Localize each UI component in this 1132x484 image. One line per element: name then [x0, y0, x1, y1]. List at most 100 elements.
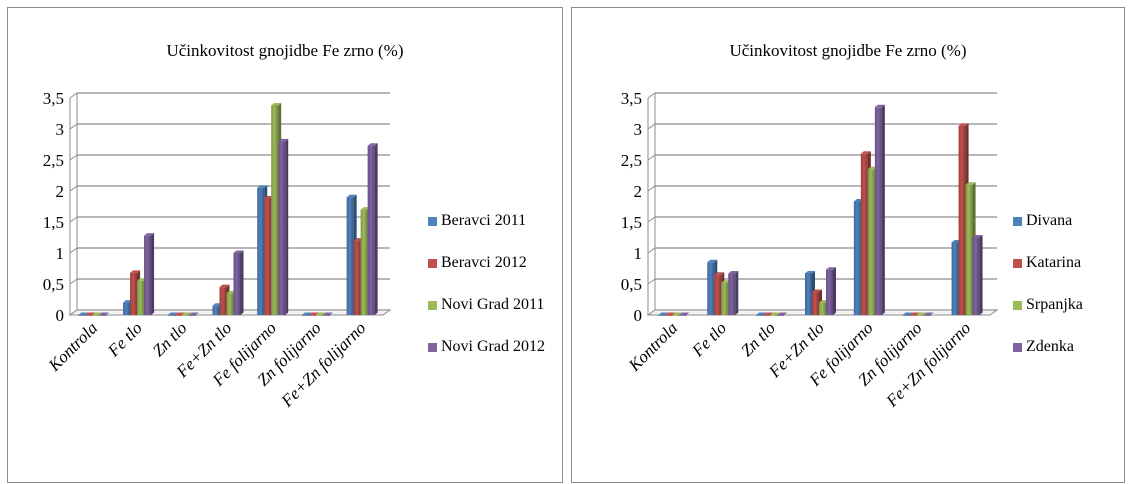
bar — [756, 315, 764, 316]
y-tick-label: 3,5 — [621, 89, 642, 108]
bar-top — [188, 312, 199, 315]
chart-legend-left: Beravci 2011 Beravci 2012 Novi Grad 2011… — [428, 200, 545, 368]
bar-top — [99, 312, 110, 315]
bar — [123, 302, 131, 315]
bar — [367, 145, 375, 315]
y-tick-label: 0 — [56, 306, 65, 325]
legend-label: Katarina — [1026, 254, 1082, 271]
bar-top — [322, 312, 333, 315]
bar — [137, 280, 145, 315]
y-tick-label: 2 — [56, 182, 65, 201]
legend-item: Novi Grad 2012 — [428, 326, 545, 368]
bar — [264, 198, 272, 315]
bar-top — [271, 102, 282, 106]
bar-top — [278, 138, 289, 142]
y-tick-label: 0 — [634, 306, 643, 325]
bar-top — [130, 270, 141, 273]
bar-side — [374, 143, 378, 315]
bar — [770, 315, 778, 316]
bar — [728, 273, 736, 315]
bar — [763, 315, 771, 316]
gridline-connector — [69, 247, 78, 254]
y-tick-label: 2,5 — [43, 151, 64, 170]
bar-top — [78, 312, 89, 315]
bar-top — [805, 270, 815, 274]
bar-side — [151, 233, 155, 315]
chart-legend-right: Divana Katarina Srpanjka Zdenka — [1013, 200, 1083, 368]
bar-top — [728, 270, 739, 274]
bar-top — [770, 312, 781, 315]
y-tick-label: 1,5 — [43, 213, 64, 232]
bar — [958, 125, 966, 316]
legend-swatch — [1013, 300, 1022, 310]
bar-side — [881, 104, 885, 315]
bar — [665, 315, 673, 316]
x-tick-label: Kontrola — [44, 318, 101, 375]
gridline-connector — [647, 154, 656, 161]
bar — [181, 315, 189, 316]
bar — [826, 269, 833, 315]
bar-top — [233, 250, 244, 253]
bar-top — [315, 312, 326, 315]
gridline-connector — [69, 123, 78, 130]
y-tick-label: 1 — [56, 244, 65, 263]
bar — [853, 201, 861, 315]
bar — [308, 315, 316, 316]
bar-top — [658, 312, 669, 315]
legend-swatch — [1013, 258, 1022, 268]
y-tick-label: 3,5 — [43, 89, 64, 108]
chart-panel-right: Učinkovitost gnojidbe Fe zrno (%) 0 0,5 1 1… — [571, 7, 1125, 483]
y-tick-label: 2,5 — [621, 151, 642, 170]
bar-top — [219, 284, 230, 288]
bar — [212, 305, 220, 315]
legend-swatch — [428, 300, 437, 310]
bar — [972, 237, 980, 315]
x-tick-label: Fe tlo — [103, 318, 146, 361]
legend-item: Novi Grad 2011 — [428, 284, 545, 326]
bar-top — [958, 123, 969, 126]
bar — [233, 253, 241, 315]
x-tick-label: Fe tlo — [688, 318, 731, 361]
bar — [658, 315, 666, 316]
bar-side — [735, 270, 739, 315]
gridline-connector — [69, 216, 78, 223]
bar-side — [240, 250, 244, 315]
gridline-connector — [69, 154, 78, 161]
bar — [902, 315, 910, 316]
bar — [226, 293, 234, 315]
bar — [812, 292, 819, 315]
bar-top — [826, 267, 836, 270]
bar-top — [860, 151, 871, 154]
bar — [819, 302, 826, 315]
bar — [78, 315, 86, 316]
bar — [271, 105, 279, 315]
bar-top — [909, 312, 920, 315]
legend-label: Beravci 2012 — [441, 254, 527, 271]
legend-label: Novi Grad 2011 — [441, 296, 545, 313]
x-tick-label: Zn tlo — [149, 318, 191, 360]
bar-top — [902, 312, 913, 315]
legend-swatch — [428, 342, 437, 352]
bar-top — [672, 312, 683, 315]
legend-item: Zdenka — [1013, 326, 1083, 368]
bar-top — [144, 233, 155, 236]
bar — [130, 272, 138, 315]
bar — [346, 197, 354, 315]
legend-swatch — [428, 258, 437, 268]
bar-top — [916, 312, 927, 315]
y-tick-label: 2 — [634, 182, 643, 201]
bar — [860, 153, 868, 315]
gridline-connector — [69, 185, 78, 192]
bar — [85, 315, 93, 316]
gridline-connector — [647, 247, 656, 254]
chart-plot-right: 0 0,5 1 1,5 2 2,5 3 3,5 Kontrola Fe tlo Zn tlo Fe+Z… — [621, 89, 999, 411]
bar — [867, 169, 875, 315]
y-tick-label: 0,5 — [43, 275, 64, 294]
bar-top — [777, 312, 788, 315]
legend-label: Novi Grad 2012 — [441, 338, 545, 355]
bar-side — [833, 267, 836, 315]
gridline-connector — [69, 278, 78, 285]
bar — [315, 315, 323, 316]
bar-top — [308, 312, 319, 315]
bar — [174, 315, 182, 316]
